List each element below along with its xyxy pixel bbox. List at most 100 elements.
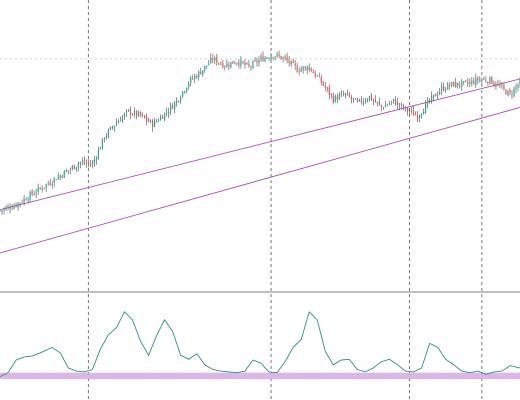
candle-body [214,57,216,61]
candle-body [5,207,7,210]
candle-body [272,57,274,59]
candle-body [33,194,35,195]
candle-body [435,93,437,97]
candle-body [358,99,360,101]
candle-body [306,67,308,71]
candle-body [449,84,451,87]
candle-body [83,160,85,164]
candle-body [234,63,236,65]
candle-body [61,175,63,178]
indicator-series-line [0,311,520,378]
candle-body [330,93,332,95]
candle-body [473,80,475,84]
candle-body [7,206,9,209]
candle-body [182,91,184,97]
candle-body [170,105,172,112]
candle-body [412,110,415,116]
candle-body [69,169,71,170]
candle-body [294,63,296,66]
candle-body [326,87,328,89]
candle-body [252,61,254,68]
candle-body [49,182,51,185]
candle-body [264,57,266,62]
candle-body [133,110,136,115]
candle-body [431,95,433,102]
candle-body [286,56,288,61]
candle-body [459,84,461,86]
candle-body [501,85,503,87]
candle-body [121,116,124,122]
candle-body [348,93,350,97]
candle-body [0,210,1,212]
candle-body [425,103,427,113]
candle-body [485,80,487,82]
candle-body [89,164,91,166]
candle-body [1,210,3,212]
candle-body [479,79,481,82]
candle-body [312,71,314,73]
candle-body [437,94,439,96]
candle-body [188,83,190,88]
candle-body [184,91,186,93]
candle-body [200,71,202,75]
candle-body [467,82,469,84]
candle-body [394,99,397,105]
indicator-panel[interactable] [0,311,520,379]
candle-body [499,84,501,87]
candle-body [509,90,511,93]
candle-body [266,57,268,59]
candle-body [220,63,222,65]
candle-body [153,120,156,128]
candle-body [304,66,306,69]
candle-body [208,63,210,66]
candle-body [328,87,330,95]
candle-body [129,109,132,115]
candle-body [87,162,89,164]
candle-body [67,170,69,172]
candle-body [238,62,240,66]
candle-body [475,77,477,85]
candle-body [318,76,320,78]
candle-body [364,100,367,102]
candle-body [39,188,41,190]
candle-body [151,120,154,128]
candle-body [11,208,13,210]
price-panel[interactable] [0,50,520,254]
candle-body [487,81,489,84]
candle-body [115,122,118,126]
candle-body [421,113,423,117]
candle-body [57,176,59,180]
vertical-separators [87,0,483,400]
candle-body [254,60,256,62]
candle-body [344,93,346,95]
candle-body [149,120,152,123]
candle-body [370,94,373,101]
candle-body [334,95,336,103]
candle-body [135,110,138,116]
candle-body [455,82,457,88]
candle-body [53,178,55,184]
candle-body [172,105,174,109]
candle-body [77,163,79,168]
candle-body [427,100,429,104]
candle-body [186,87,188,92]
candle-body [441,86,443,91]
candle-body [290,60,292,65]
candle-body [202,70,204,75]
candle-body [21,201,23,203]
candle-body [513,88,515,96]
candle-body [79,162,81,165]
candle-body [228,64,230,67]
candle-body [147,119,150,122]
candle-body [174,102,176,109]
candle-body [63,170,65,179]
candle-body [141,114,144,116]
candle-body [368,96,371,101]
candle-body [216,56,218,64]
candle-body [503,84,505,89]
candle-body [392,98,395,101]
candle-body [324,85,326,88]
candle-body [139,111,142,116]
candle-body [378,101,381,105]
